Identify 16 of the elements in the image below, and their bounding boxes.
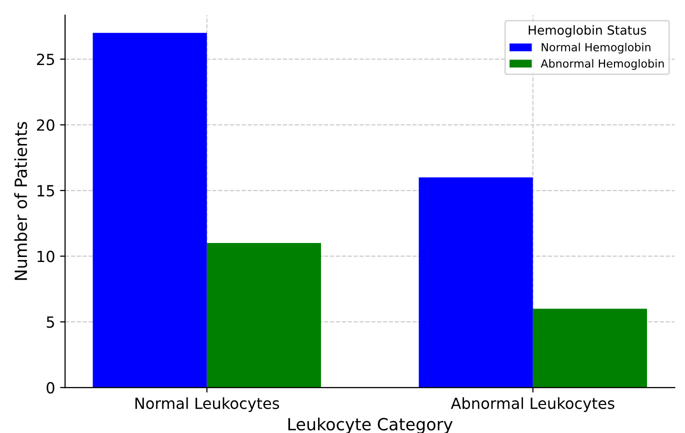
bar [92,32,207,388]
x-tick-label: Normal Leukocytes [135,397,280,412]
legend-label: Abnormal Hemoglobin [540,59,664,70]
bar [206,243,321,388]
legend-title: Hemoglobin Status [528,25,646,38]
y-tick-label: 0 [46,382,54,394]
y-tick-label: 25 [37,54,54,66]
bar [418,177,533,388]
bar [532,308,648,388]
legend-label: Normal Hemoglobin [542,42,650,54]
y-axis-title: Number of Patients [14,122,28,280]
y-tick-label: 15 [38,185,54,197]
x-tick-label: Abnormal Leukocytes [450,397,614,412]
y-tick-label: 5 [46,316,54,328]
y-tick-label: 20 [37,119,54,131]
y-tick-label: 10 [38,250,54,262]
